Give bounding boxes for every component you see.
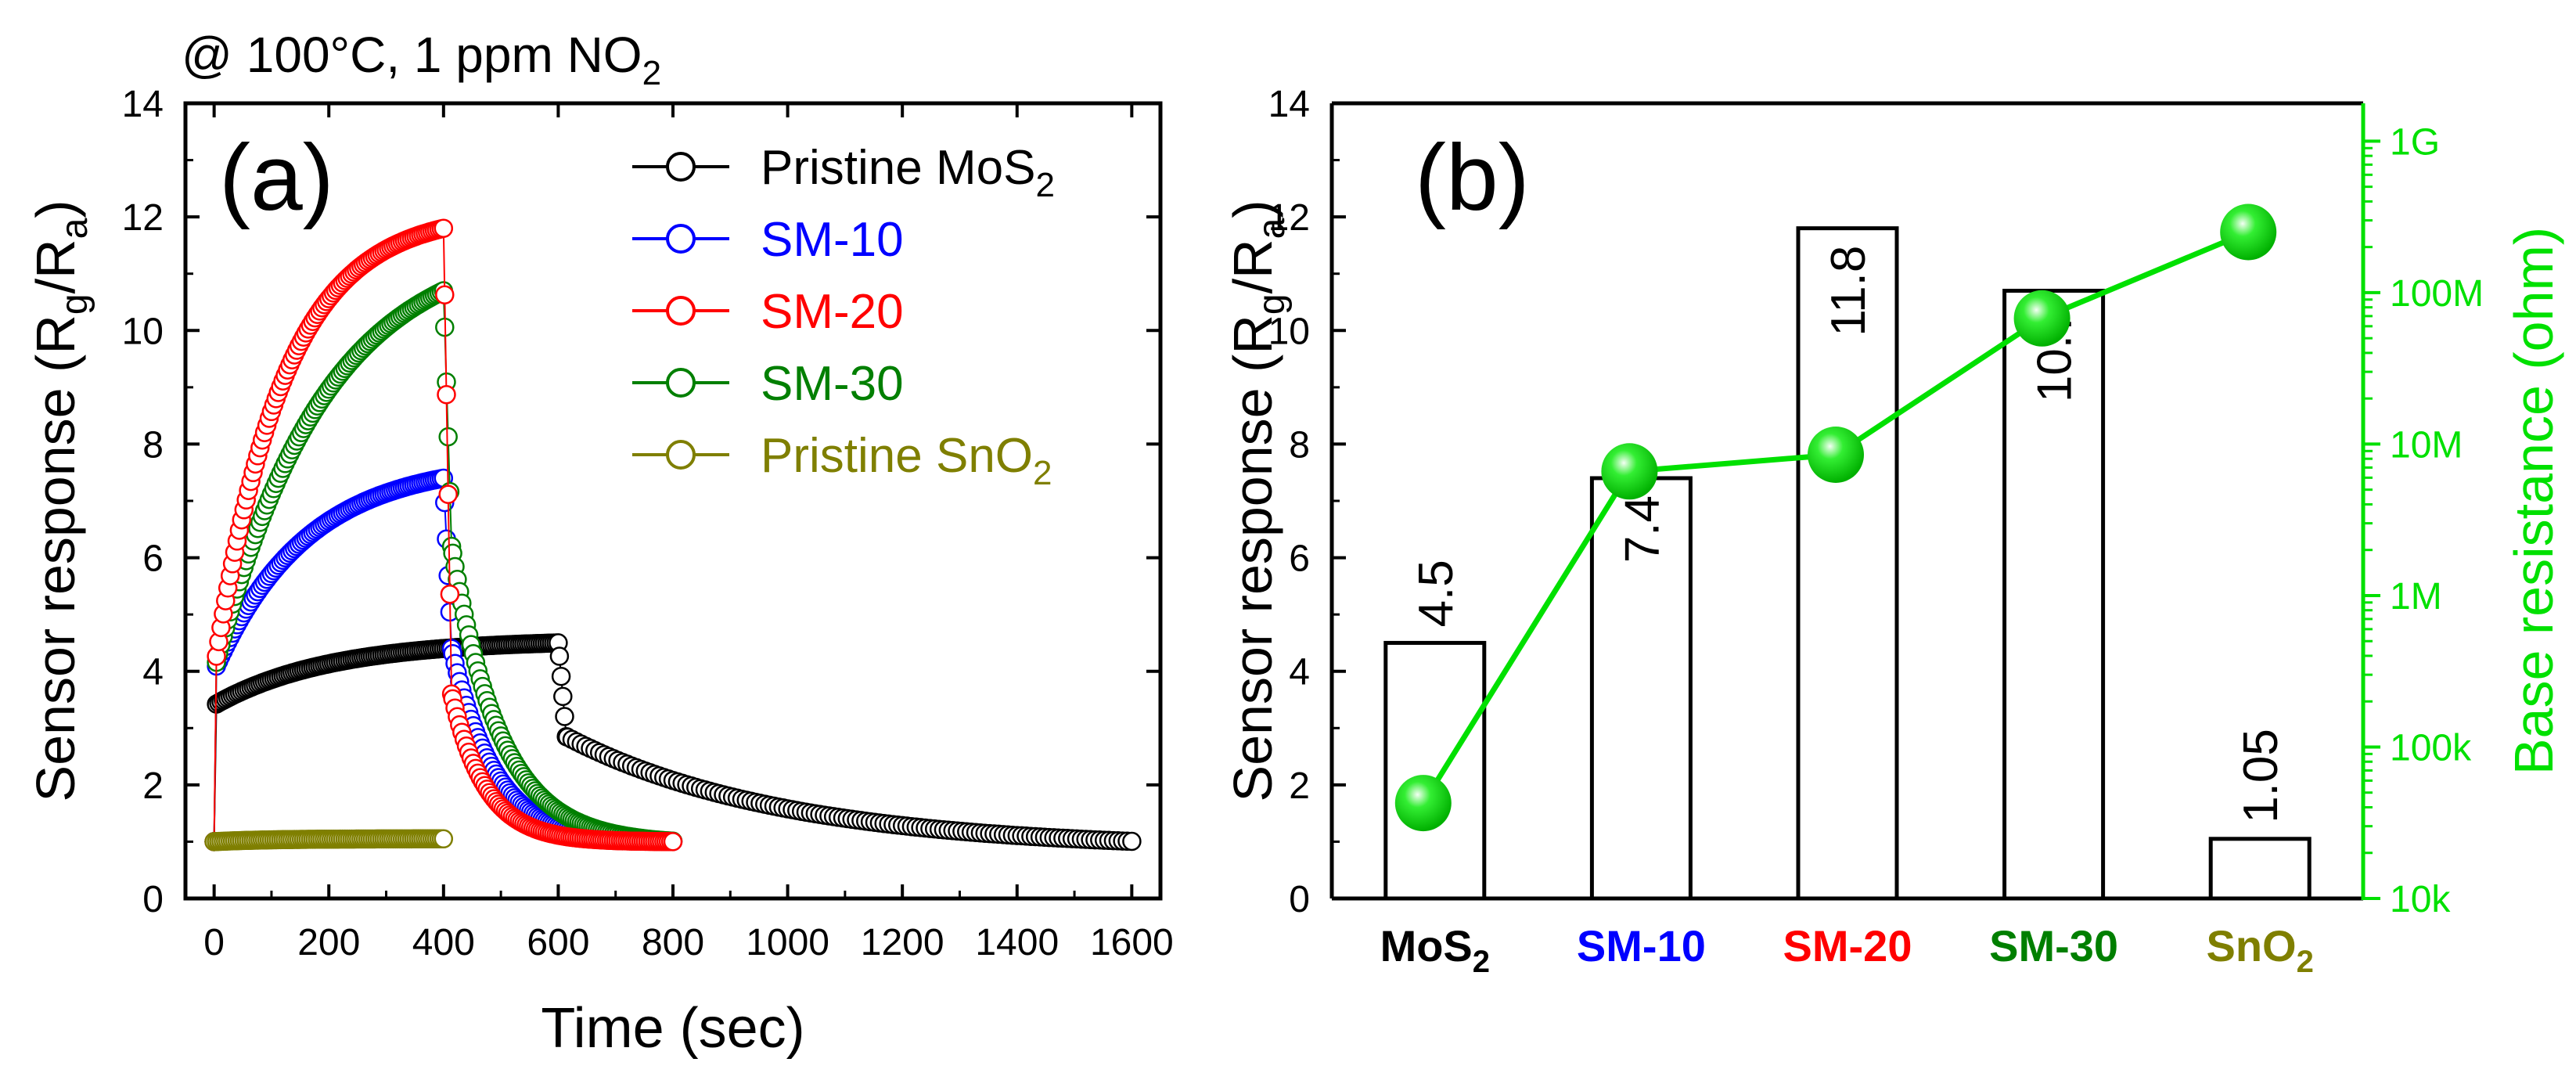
bar xyxy=(2002,288,2106,901)
data-point xyxy=(663,832,683,852)
series-line xyxy=(213,642,1132,842)
figure-title-subscript: 2 xyxy=(642,54,661,92)
data-point xyxy=(438,484,458,504)
data-point xyxy=(440,584,460,604)
data-point xyxy=(435,285,455,304)
series-sm-10 xyxy=(204,468,683,852)
y-tick-label: 14 xyxy=(122,84,164,125)
y2-tick-label: 10k xyxy=(2390,879,2451,920)
x-tick-label: 0 xyxy=(203,922,225,963)
panel-label-b: (b) xyxy=(1415,125,1530,230)
legend-marker xyxy=(666,368,696,398)
resistance-point xyxy=(1394,775,1452,832)
category-label: SM-20 xyxy=(1783,921,1912,970)
legend-marker xyxy=(666,440,696,470)
x-tick-label: 1400 xyxy=(975,922,1059,963)
y-tick-label: 6 xyxy=(142,538,164,580)
x-tick-label: 400 xyxy=(412,922,475,963)
data-point xyxy=(553,686,573,707)
data-point xyxy=(1122,831,1142,852)
y-axis-label: Sensor response (Rg/Ra) xyxy=(25,200,95,801)
y2-axis-label: Base resistance (ohm) xyxy=(2503,227,2564,775)
figure-title-text: @ 100°C, 1 ppm NO xyxy=(182,27,642,83)
panel-a-response-transients: 0 2 4 6 8 10 12 14 0 200 400 600 800 1000 1200 1400 1600… xyxy=(25,84,1174,1060)
x-tick-label: 800 xyxy=(642,922,704,963)
legend-entry: Pristine MoS2 xyxy=(761,141,1055,204)
plot-frame xyxy=(183,101,1163,901)
y-tick-label: 0 xyxy=(1289,879,1310,920)
resistance-point xyxy=(1601,443,1658,500)
x-axis-label: Time (sec) xyxy=(541,997,804,1060)
y-tick-label: 6 xyxy=(1289,538,1310,580)
x-tick-label: 200 xyxy=(297,922,360,963)
y-tick-label: 2 xyxy=(142,765,164,807)
category-label: SM-30 xyxy=(1989,921,2118,970)
y2-tick-label: 1G xyxy=(2390,121,2440,163)
legend-entry: SM-20 xyxy=(761,285,904,339)
resistance-point xyxy=(2013,290,2071,347)
series-pristine-mos xyxy=(204,633,1142,852)
y-tick-label: 8 xyxy=(1289,424,1310,466)
figure-title: @ 100°C, 1 ppm NO2 xyxy=(182,27,661,92)
data-point xyxy=(437,384,456,405)
legend-marker xyxy=(666,152,696,182)
y-tick-label: 12 xyxy=(122,197,164,239)
y2-tick-label: 100M xyxy=(2390,273,2484,315)
panel-b-response-and-resistance: 024681012144.57.411.810.71.0510k100k1M10… xyxy=(1222,84,2564,979)
y-tick-label: 10 xyxy=(122,311,164,352)
bar xyxy=(1589,476,1693,901)
y-tick-label: 14 xyxy=(1268,84,1310,125)
legend-entry: Pristine SnO2 xyxy=(761,429,1052,492)
y-tick-label: 10 xyxy=(1268,311,1310,352)
data-point xyxy=(438,427,458,447)
bar-value-label: 4.5 xyxy=(1409,560,1463,627)
category-label: SM-10 xyxy=(1577,921,1706,970)
resistance-point xyxy=(1808,427,1864,483)
data-point xyxy=(434,218,454,238)
bar-value-label: 1.05 xyxy=(2234,729,2288,823)
bar-value-label: 11.8 xyxy=(1822,246,1876,337)
y-tick-label: 12 xyxy=(1268,197,1310,239)
y2-tick-label: 10M xyxy=(2390,424,2463,466)
bar xyxy=(1796,226,1899,901)
y2-tick-label: 100k xyxy=(2390,727,2472,769)
series-pristine-sno xyxy=(204,829,454,852)
bar-value-label: 7.4 xyxy=(1615,495,1669,563)
category-label: MoS2 xyxy=(1380,921,1490,979)
legend-marker xyxy=(666,224,696,254)
x-tick-label: 1000 xyxy=(746,922,829,963)
data-point xyxy=(549,646,570,666)
legend-entry: SM-10 xyxy=(761,213,904,267)
y-tick-label: 4 xyxy=(1289,652,1310,693)
x-tick-label: 1200 xyxy=(861,922,944,963)
category-label: SnO2 xyxy=(2207,921,2314,979)
panel-label-a: (a) xyxy=(219,125,334,230)
data-point xyxy=(434,829,454,849)
y-tick-label: 8 xyxy=(142,424,164,466)
series-sm-20 xyxy=(204,218,683,852)
resistance-point xyxy=(2220,203,2277,261)
x-tick-label: 600 xyxy=(527,922,589,963)
legend-entry: SM-30 xyxy=(761,357,904,411)
data-point xyxy=(551,666,571,686)
data-point xyxy=(555,707,574,726)
bar xyxy=(2208,837,2312,901)
legend-marker xyxy=(666,296,696,326)
bar xyxy=(1383,640,1487,901)
x-tick-label: 1600 xyxy=(1090,922,1174,963)
y-tick-label: 2 xyxy=(1289,765,1310,807)
y-tick-label: 0 xyxy=(142,879,164,920)
y-tick-label: 4 xyxy=(142,652,164,693)
y-axis-label: Sensor response (Rg/Ra) xyxy=(1222,200,1293,801)
y2-tick-label: 1M xyxy=(2390,576,2442,618)
